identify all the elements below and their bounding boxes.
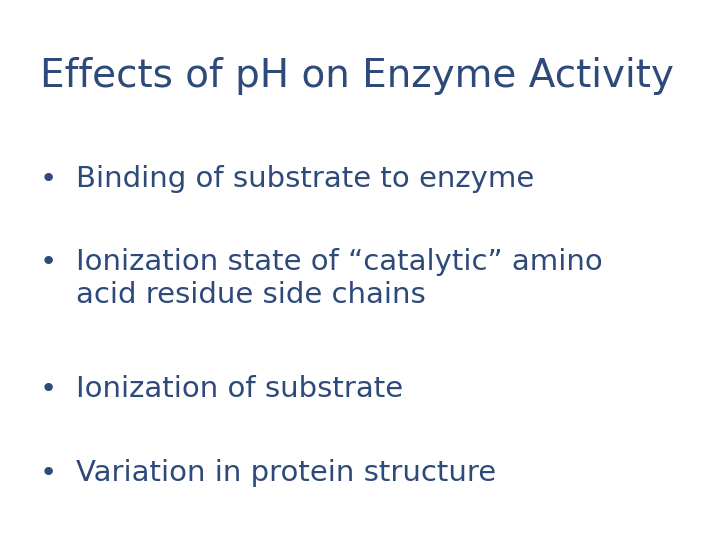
Text: Binding of substrate to enzyme: Binding of substrate to enzyme — [76, 165, 534, 193]
Text: •: • — [40, 165, 57, 193]
Text: •: • — [40, 375, 57, 403]
Text: Variation in protein structure: Variation in protein structure — [76, 459, 496, 487]
Text: •: • — [40, 459, 57, 487]
Text: Ionization of substrate: Ionization of substrate — [76, 375, 402, 403]
Text: Ionization state of “catalytic” amino
acid residue side chains: Ionization state of “catalytic” amino ac… — [76, 248, 603, 309]
Text: Effects of pH on Enzyme Activity: Effects of pH on Enzyme Activity — [40, 57, 673, 94]
Text: •: • — [40, 248, 57, 276]
